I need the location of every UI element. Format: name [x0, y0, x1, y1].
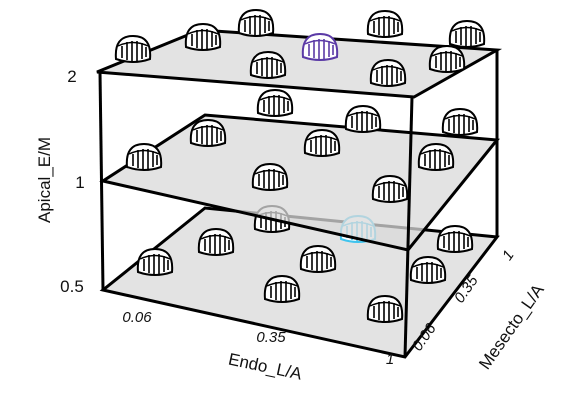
box-edge — [100, 72, 103, 290]
axis-title: Apical_E/M — [35, 137, 54, 223]
tick-label: 2 — [67, 67, 76, 86]
tick-label: 1 — [75, 173, 84, 192]
figure: Apical_E/M 2 1 0.5 0.06 0.35 1 Endo_L/A … — [0, 0, 567, 395]
tick-label: 1 — [499, 247, 518, 264]
tick-label: 0.35 — [256, 329, 286, 346]
tick-label: 0.06 — [122, 309, 152, 326]
axis-title: Mesecto_L/A — [475, 280, 548, 373]
axis-title: Endo_L/A — [227, 350, 305, 384]
tick-label: 1 — [386, 351, 394, 368]
tick-label: 0.5 — [60, 277, 84, 296]
